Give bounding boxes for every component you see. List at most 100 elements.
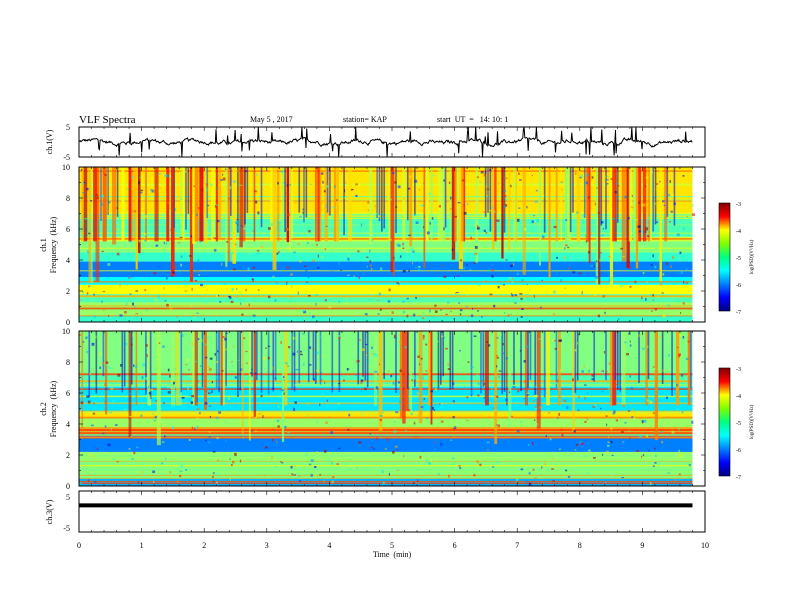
ch1-spec-streak-123 <box>369 167 373 244</box>
ch2-spec-speck-245 <box>295 368 299 371</box>
ch2-spec-line-3 <box>79 471 693 473</box>
ch2-spec-speck-593 <box>605 382 608 386</box>
ch1-spec-speck-442 <box>454 215 458 218</box>
ch1-spec-speck-244 <box>229 186 232 190</box>
ch1-spec-speck-553 <box>414 179 418 183</box>
ch1-spec-speck-506 <box>103 308 105 311</box>
ch2-spec-streak-230 <box>621 331 626 406</box>
ch1-spec-speck-353 <box>233 264 235 267</box>
ch1-spec-speck-564 <box>657 296 659 298</box>
ch1-spec-speck-467 <box>599 259 601 262</box>
ch2-spec-speck-237 <box>554 340 556 342</box>
ch1-spec-streak-158 <box>451 167 456 260</box>
ch1-spec-speck-279 <box>422 226 425 229</box>
ch1-spec-speck-619 <box>650 264 653 266</box>
ch1-spec-speck-505 <box>255 174 259 176</box>
ch2-spec-speck-46 <box>181 334 184 338</box>
ch2-spec-speck-331 <box>171 405 174 409</box>
ch1-spec-speck-387 <box>207 204 210 207</box>
ch1-spec-speck-494 <box>155 244 159 247</box>
ch1-spec-line-17 <box>79 247 693 249</box>
ch1-spec-speck-177 <box>249 211 251 214</box>
ch1-spec-speck-491 <box>169 307 173 311</box>
ch2-spec-speck-402 <box>91 342 95 346</box>
ch2-spec-speck-451 <box>364 387 367 391</box>
ch2-spec-speck-676 <box>327 458 330 462</box>
ch2-spec-streak-181 <box>506 331 508 406</box>
ch2-spec-speck-586 <box>188 395 191 397</box>
ch2-spec-speck-667 <box>292 406 294 409</box>
ch1-spec-streak-147 <box>425 167 429 242</box>
ch2-spec-streak-244 <box>654 331 659 440</box>
ch2-spec-speck-654 <box>137 448 139 451</box>
ch1-spec-streak-90 <box>291 167 294 239</box>
ch1-spec-speck-216 <box>641 296 643 300</box>
ch1-spec-speck-477 <box>230 300 234 304</box>
ch2-spec-speck-154 <box>499 333 502 336</box>
ch1-spec-speck-225 <box>225 168 227 170</box>
ch2-spec-speck-314 <box>314 473 317 476</box>
ch1-spec-speck-691 <box>526 205 528 209</box>
ch1-spec-speck-227 <box>331 268 334 271</box>
ch2-spec-speck-358 <box>196 408 200 411</box>
ch2-spec-speck-95 <box>427 369 431 372</box>
xtick-6: 6 <box>453 541 457 550</box>
ch2-spec-speck-132 <box>224 407 226 410</box>
ch2-spec-speck-340 <box>607 441 611 443</box>
ch1-spec-speck-306 <box>621 173 623 175</box>
ch1-spec-speck-550 <box>287 213 290 217</box>
ch1-spec-speck-566 <box>513 227 515 229</box>
ch2-spec-streak-136 <box>399 331 403 419</box>
ch1-ytick-bottom: -5 <box>63 153 70 162</box>
ch1-spec-speck-185 <box>543 200 545 202</box>
ch2-spec-speck-238 <box>262 415 264 418</box>
ch2-spec-speck-10 <box>110 387 114 390</box>
ch1-spec-speck-350 <box>146 309 149 311</box>
ch2-spec-speck-129 <box>187 387 189 391</box>
ch1-spec-speck-551 <box>595 260 598 263</box>
ch1-spec-speck-117 <box>493 210 496 213</box>
ch1-spec-speck-277 <box>91 251 93 253</box>
ch2-ytick-4: 4 <box>66 420 70 429</box>
ch2-spec-line-5 <box>79 373 693 376</box>
ch2-spec-gap-62 <box>225 331 227 387</box>
ch1-spec-speck-55 <box>624 195 628 199</box>
ch2-spec-speck-514 <box>164 458 167 461</box>
ch2-spec-gap-153 <box>440 331 442 385</box>
ch1-spec-speck-665 <box>560 182 564 184</box>
ch1-spec-speck-489 <box>376 212 379 215</box>
ch1-spec-line-22 <box>79 184 693 186</box>
ch2-spec-speck-86 <box>196 425 199 429</box>
ch2-spec-speck-694 <box>128 448 131 450</box>
ch1-spec-speck-525 <box>275 282 279 285</box>
ch2-spec-speck-30 <box>487 448 489 451</box>
ch2-spec-speck-242 <box>679 333 682 337</box>
ch2-colorbar-tick-m6: -6 <box>736 448 741 454</box>
ch1-spec-speck-243 <box>454 292 457 294</box>
ch1-spec-speck-29 <box>413 313 416 317</box>
ch1-spec-speck-321 <box>165 242 167 245</box>
ch2-spec-speck-80 <box>581 442 584 446</box>
ch2-spec-gap-191 <box>529 331 532 380</box>
ch1-spec-speck-295 <box>418 189 421 191</box>
ch2-spec-speck-41 <box>398 341 402 343</box>
ch1-spec-streak-140 <box>409 167 413 247</box>
ch1-spec-speck-151 <box>652 294 655 297</box>
ch1-spec-speck-668 <box>326 185 329 188</box>
ch2-spec-line-15 <box>79 455 693 457</box>
ch1-spec-speck-592 <box>411 261 413 265</box>
ch1-spec-streak-63 <box>227 167 231 262</box>
ch2-spec-speck-661 <box>432 406 434 410</box>
ch1-spec-speck-126 <box>485 231 488 234</box>
ch1-spec-speck-466 <box>683 280 685 284</box>
ch1-spec-speck-81 <box>228 197 231 200</box>
ch1-spec-streak-154 <box>442 167 447 242</box>
ch2-spec-speck-415 <box>293 474 297 476</box>
ch2-spec-speck-15 <box>423 398 425 400</box>
ch1-spec-speck-274 <box>606 178 609 182</box>
ch1-spec-speck-232 <box>416 237 419 240</box>
ch1-spec-line-18 <box>79 183 693 185</box>
ch1-spec-speck-45 <box>670 210 673 213</box>
ch1-spec-speck-428 <box>119 314 123 317</box>
ch2-spec-speck-76 <box>285 362 288 365</box>
